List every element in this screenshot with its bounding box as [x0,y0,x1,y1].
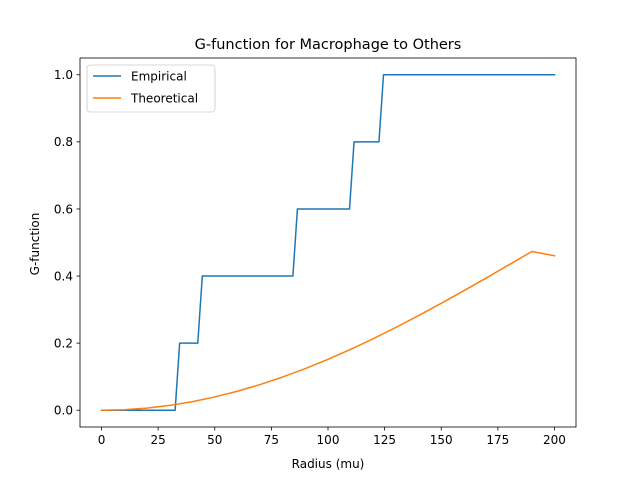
y-tick-label: 0.8 [54,135,73,149]
x-tick-label: 200 [543,433,566,447]
y-tick-label: 1.0 [54,68,73,82]
y-tick-label: 0.6 [54,202,73,216]
y-tick-label: 0.4 [54,269,73,283]
x-tick-label: 0 [98,433,106,447]
series-line-theoretical [100,250,556,411]
legend-label-empirical: Empirical [131,69,187,83]
x-tick-label: 25 [150,433,165,447]
series-line-empirical [100,74,556,411]
x-tick-label: 75 [264,433,279,447]
y-tick-label: 0.2 [54,336,73,350]
y-tick-label: 0.0 [54,404,73,418]
x-tick-label: 175 [486,433,509,447]
legend-label-theoretical: Theoretical [130,91,198,105]
x-tick-label: 150 [430,433,453,447]
y-axis-title: G-function [28,213,42,276]
plot-area: 0 25 50 75 100 125 150 175 200 0.0 0.2 0.4 0.6 0.8 1.0 [54,57,577,447]
x-axis-title: Radius (mu) [292,457,365,471]
legend: Empirical Theoretical [86,64,216,113]
chart-title: G-function for Macrophage to Others [195,37,462,53]
x-tick-label: 125 [373,433,396,447]
x-tick-label: 100 [317,433,340,447]
x-tick-label: 50 [207,433,222,447]
